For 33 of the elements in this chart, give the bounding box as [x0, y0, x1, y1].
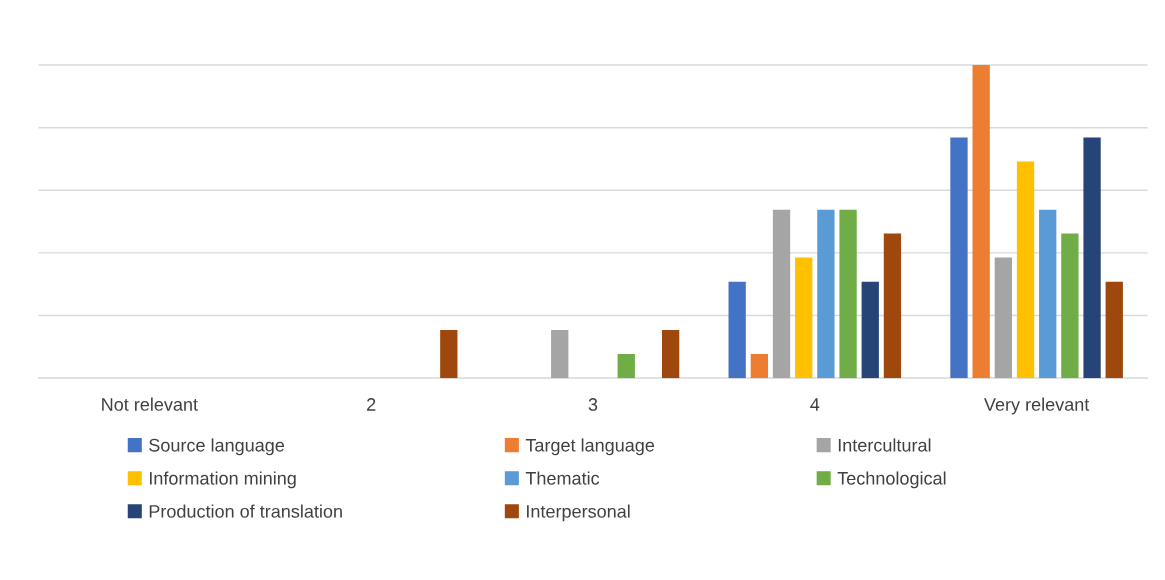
bar: [839, 209, 857, 379]
bar: [551, 329, 569, 379]
legend-label: Intercultural: [838, 438, 931, 452]
bar: [617, 354, 635, 379]
x-tick-label: Not relevant: [102, 397, 198, 411]
bar: [1083, 137, 1101, 379]
x-tick-label: 2: [367, 398, 376, 411]
bar: [817, 209, 835, 379]
bar: [1061, 233, 1079, 379]
bar: [795, 257, 813, 379]
bar: [750, 354, 768, 379]
legend-label: Source language: [149, 438, 285, 456]
bar: [728, 281, 746, 379]
bar: [1016, 161, 1035, 379]
x-tick-label: 4: [810, 398, 820, 411]
x-tick-label: Very relevant: [984, 397, 1090, 415]
legend-label: Thematic: [525, 471, 600, 485]
legend-label: Technological: [837, 471, 946, 489]
bar: [1105, 281, 1123, 379]
bar: [1039, 209, 1057, 379]
bar: [661, 329, 680, 379]
bar: [883, 233, 902, 379]
bar: [994, 257, 1012, 379]
x-tick-label: 3: [588, 398, 598, 411]
legend-label: Interpersonal: [527, 504, 630, 522]
legend-label: Target language: [525, 438, 655, 456]
bar: [772, 209, 791, 379]
legend-label: Production of translation: [149, 504, 342, 518]
bar: [950, 137, 968, 379]
bar: [861, 281, 879, 379]
bar: [972, 65, 990, 379]
bar: [440, 329, 458, 379]
legend-label: Information mining: [149, 471, 296, 489]
